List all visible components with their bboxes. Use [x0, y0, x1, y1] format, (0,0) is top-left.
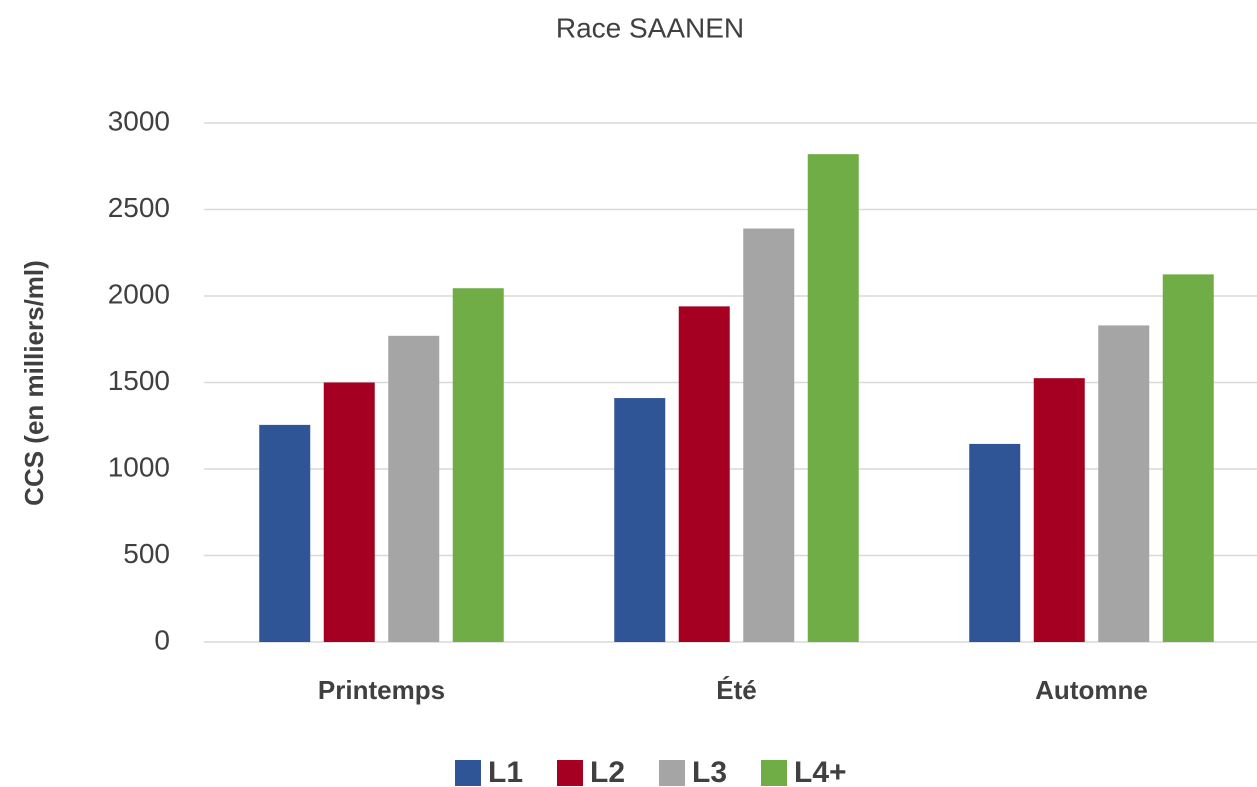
y-tick-label: 2500 [108, 192, 170, 223]
y-axis-label: CCS (en milliers/ml) [19, 260, 49, 506]
legend-label: L1 [488, 756, 523, 787]
legend-label: L2 [590, 756, 625, 787]
bar [1162, 274, 1214, 642]
x-tick-label: Automne [1035, 675, 1148, 705]
bar [678, 306, 730, 642]
bar [323, 382, 375, 642]
bar [452, 288, 504, 642]
legend-label: L3 [692, 756, 727, 787]
legend-swatch [557, 760, 583, 786]
chart-title: Race SAANEN [556, 12, 744, 43]
y-tick-label: 500 [123, 538, 170, 569]
bar [743, 228, 795, 642]
bar [1033, 378, 1085, 642]
legend-swatch [761, 760, 787, 786]
bar [614, 398, 666, 642]
legend-label: L4+ [794, 756, 847, 787]
bar [807, 154, 859, 642]
y-tick-label: 0 [154, 624, 170, 655]
y-tick-label: 2000 [108, 278, 170, 309]
bar [1098, 325, 1150, 642]
bar [969, 443, 1021, 642]
y-tick-label: 1000 [108, 451, 170, 482]
legend-swatch [659, 760, 685, 786]
x-tick-label: Printemps [318, 675, 445, 705]
y-tick-label: 3000 [108, 105, 170, 136]
bar [259, 424, 311, 642]
y-tick-label: 1500 [108, 365, 170, 396]
bar [388, 335, 440, 642]
x-tick-label: Été [716, 675, 756, 705]
legend-swatch [455, 760, 481, 786]
